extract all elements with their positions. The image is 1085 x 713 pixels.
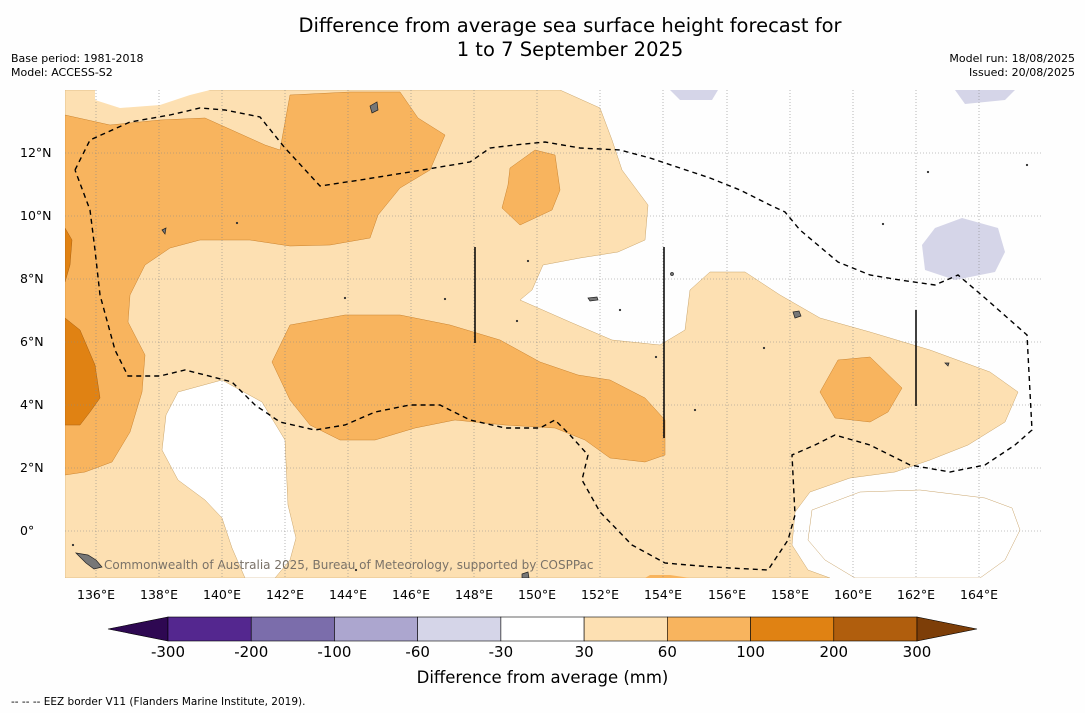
longitude-label: 158°E <box>770 587 810 602</box>
colorbar-tick-label: -100 <box>317 643 352 661</box>
colorbar-tick-label: 300 <box>902 643 932 661</box>
region-low-top <box>95 90 210 108</box>
longitude-label: 162°E <box>896 587 936 602</box>
latitude-label: 0° <box>20 523 35 538</box>
colorbar-segment <box>667 616 751 642</box>
eez-border <box>74 107 1033 571</box>
colorbar-segment <box>167 616 252 642</box>
map-plot-area <box>65 90 1043 578</box>
metadata-right: Model run: 18/08/2025 Issued: 20/08/2025 <box>949 52 1075 80</box>
region-100-200-nw <box>65 227 73 283</box>
longitude-label: 136°E <box>76 587 116 602</box>
longitude-label: 164°E <box>959 587 999 602</box>
model-run: Model run: 18/08/2025 <box>949 52 1075 65</box>
region-60-100-east <box>819 356 903 423</box>
metadata-left: Base period: 1981-2018 Model: ACCESS-S2 <box>11 52 143 80</box>
longitude-label: 152°E <box>580 587 620 602</box>
map-title: Difference from average sea surface heig… <box>0 14 1085 62</box>
colorbar-tick-label: -300 <box>150 643 186 661</box>
colorbar <box>107 616 978 642</box>
region-neg-east <box>922 218 1005 280</box>
longitude-label: 146°E <box>391 587 431 602</box>
colorbar-segment <box>583 616 668 642</box>
issued-date: Issued: 20/08/2025 <box>968 66 1075 79</box>
credit-watermark: Commonwealth of Australia 2025, Bureau o… <box>104 558 594 572</box>
colorbar-tick-label: 30 <box>574 643 594 661</box>
colorbar-segment <box>750 616 835 642</box>
colorbar-segment <box>334 616 418 642</box>
latitude-label: 2°N <box>20 460 44 475</box>
region-60-100-central <box>271 314 666 463</box>
region-60-100-west <box>65 91 446 476</box>
colorbar-segment <box>833 616 918 642</box>
region-neg-top-right <box>955 90 1015 104</box>
model-name: Model: ACCESS-S2 <box>11 66 113 79</box>
colorbar-segment <box>417 616 502 642</box>
colorbar-segment <box>500 616 585 642</box>
longitude-label: 148°E <box>454 587 494 602</box>
region-low-west <box>161 379 297 578</box>
base-period: Base period: 1981-2018 <box>11 52 144 65</box>
longitude-label: 150°E <box>517 587 557 602</box>
longitude-label: 154°E <box>643 587 683 602</box>
colorbar-tick-label: -30 <box>488 643 514 661</box>
title-line-1: Difference from average sea surface heig… <box>298 14 842 37</box>
longitude-label: 144°E <box>328 587 368 602</box>
colorbar-title: Difference from average (mm) <box>416 668 669 687</box>
latitude-label: 10°N <box>20 208 52 223</box>
latitude-label: 8°N <box>20 271 44 286</box>
colorbar-tick-label: -200 <box>234 643 269 661</box>
region-neg-top-center <box>670 90 718 100</box>
region-low-southeast <box>807 489 1021 578</box>
longitude-label: 156°E <box>707 587 747 602</box>
islands <box>71 101 1029 578</box>
longitude-label: 142°E <box>265 587 305 602</box>
longitude-label: 138°E <box>139 587 179 602</box>
region-60-100-north <box>501 149 561 226</box>
colorbar-tick-label: 200 <box>819 643 849 661</box>
region-60-100-south <box>645 575 690 578</box>
colorbar-tick-label: 60 <box>657 643 677 661</box>
latitude-label: 12°N <box>20 145 52 160</box>
eez-footnote: -- -- -- EEZ border V11 (Flanders Marine… <box>11 696 306 708</box>
colorbar-segment <box>250 616 335 642</box>
longitude-label: 140°E <box>202 587 242 602</box>
longitude-label: 160°E <box>833 587 873 602</box>
colorbar-tick-label: -60 <box>405 643 430 661</box>
colorbar-extend-low <box>107 616 169 642</box>
title-line-2: 1 to 7 September 2025 <box>456 38 684 61</box>
latitude-label: 6°N <box>20 334 44 349</box>
colorbar-extend-high <box>916 616 978 642</box>
latitude-label: 4°N <box>20 397 44 412</box>
colorbar-tick-label: 100 <box>736 643 765 661</box>
graticule <box>65 90 1043 578</box>
